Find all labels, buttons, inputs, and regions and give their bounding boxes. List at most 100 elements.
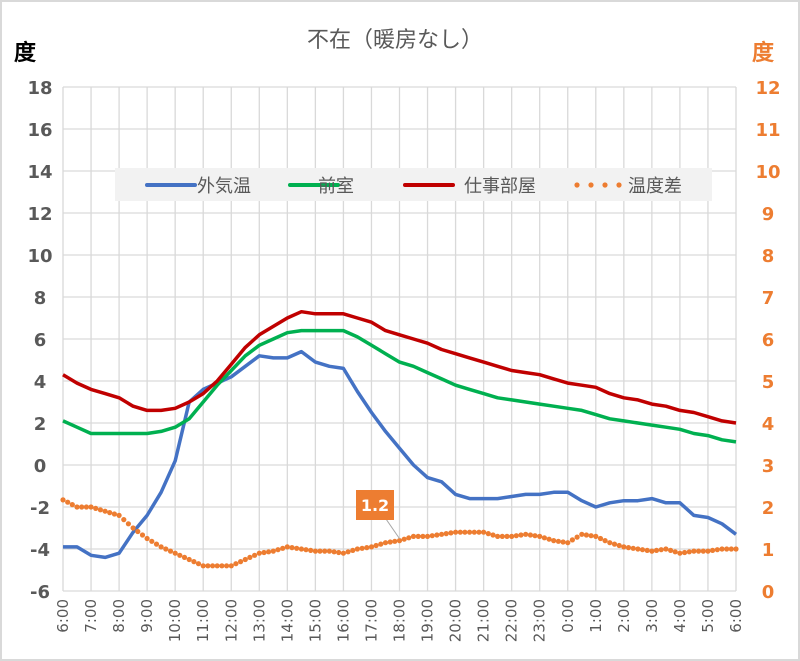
series-dot [560, 539, 566, 545]
series-dot [668, 547, 674, 554]
series-dot [565, 540, 571, 546]
series-dot [495, 533, 501, 540]
series-dot [181, 554, 188, 561]
series-dot [167, 548, 174, 554]
left-tick-label: 18 [27, 78, 52, 99]
series-dot [317, 548, 323, 554]
series-dot [97, 507, 103, 513]
series-dot [74, 504, 80, 510]
x-tick-label: 9:00 [138, 599, 156, 633]
series-dot [537, 533, 543, 540]
x-tick-label: 3:00 [643, 599, 661, 633]
left-tick-label: -4 [30, 540, 50, 561]
series-dot [481, 529, 487, 535]
series-dot [88, 504, 94, 510]
x-tick-label: 6:00 [727, 599, 745, 633]
series-dot [611, 541, 618, 547]
right-tick-label: 10 [755, 162, 780, 183]
series-dot [158, 544, 164, 550]
legend-label: 前室 [318, 176, 354, 197]
series-dot [79, 504, 85, 510]
series-dot [457, 529, 463, 535]
series-dot [149, 538, 155, 544]
series-dot [434, 532, 440, 538]
series-dot [107, 509, 113, 516]
series-dot [289, 545, 295, 551]
left-tick-label: -6 [30, 582, 50, 603]
series-dot [195, 561, 202, 567]
series-dot [172, 550, 178, 556]
x-tick-label: 7:00 [82, 599, 100, 633]
series-dot [453, 529, 459, 535]
right-tick-label: 7 [762, 288, 775, 309]
series-dot [406, 535, 412, 541]
series-dot [607, 540, 613, 546]
series-dot [443, 531, 449, 537]
legend-label: 仕事部屋 [464, 176, 536, 197]
series-dot [672, 549, 678, 555]
series-dot [541, 535, 548, 541]
series-dot [733, 546, 739, 552]
series-dot [256, 550, 262, 556]
series-dot [153, 541, 160, 547]
right-tick-label: 6 [762, 330, 775, 351]
right-tick-label: 0 [762, 582, 775, 603]
annotation-box [356, 490, 394, 520]
series-dot [410, 533, 417, 540]
series-dot [93, 505, 99, 511]
series-dot [724, 546, 730, 552]
right-tick-label: 12 [755, 78, 780, 99]
series-dot [424, 533, 431, 540]
series-dot [364, 545, 370, 551]
series-dot [163, 546, 169, 552]
left-tick-label: 2 [34, 414, 47, 435]
series-dot [658, 547, 664, 553]
x-tick-label: 16:00 [334, 599, 352, 642]
series-dot [83, 504, 89, 510]
series-dot [382, 540, 389, 546]
series-dot [252, 552, 258, 558]
series-dot [121, 517, 127, 523]
legend-label: 温度差 [628, 176, 682, 197]
left-tick-label: -2 [30, 498, 50, 519]
series-dot [205, 563, 211, 569]
series-dot [663, 546, 669, 552]
legend-swatch-dot [602, 182, 608, 188]
series-dot [574, 534, 580, 540]
x-tick-label: 6:00 [54, 599, 72, 633]
series-dot [238, 559, 244, 565]
series-dot [462, 529, 468, 535]
series-dot [677, 550, 683, 556]
x-tick-label: 15:00 [306, 599, 324, 642]
right-tick-label: 9 [762, 204, 775, 225]
series-line-0 [63, 349, 738, 560]
right-tick-label: 5 [762, 372, 775, 393]
series-dot [504, 533, 510, 540]
series-dot [312, 548, 318, 554]
legend-swatch-dot [574, 182, 580, 188]
legend: 外気温 前室 仕事部屋 温度差 [115, 168, 712, 201]
series-dot [294, 545, 300, 551]
x-tick-label: 10:00 [166, 599, 184, 642]
left-tick-label: 8 [34, 288, 47, 309]
right-tick-label: 2 [762, 498, 775, 519]
series-dot [415, 533, 421, 540]
series-dot [298, 546, 304, 552]
series-dot [467, 529, 473, 535]
left-tick-label: 6 [34, 330, 47, 351]
series-dot [303, 547, 309, 553]
legend-swatch-dot [588, 182, 594, 188]
series-dot [696, 548, 702, 554]
x-tick-label: 2:00 [615, 599, 633, 633]
series-dot [625, 545, 632, 551]
series-dot [354, 546, 360, 552]
series-dot [266, 549, 272, 555]
series-dot [275, 547, 281, 553]
series-dot [710, 547, 716, 554]
series-dot [476, 529, 482, 535]
series-dot [513, 533, 519, 539]
series-dot [345, 549, 351, 555]
series-dot [630, 545, 636, 551]
